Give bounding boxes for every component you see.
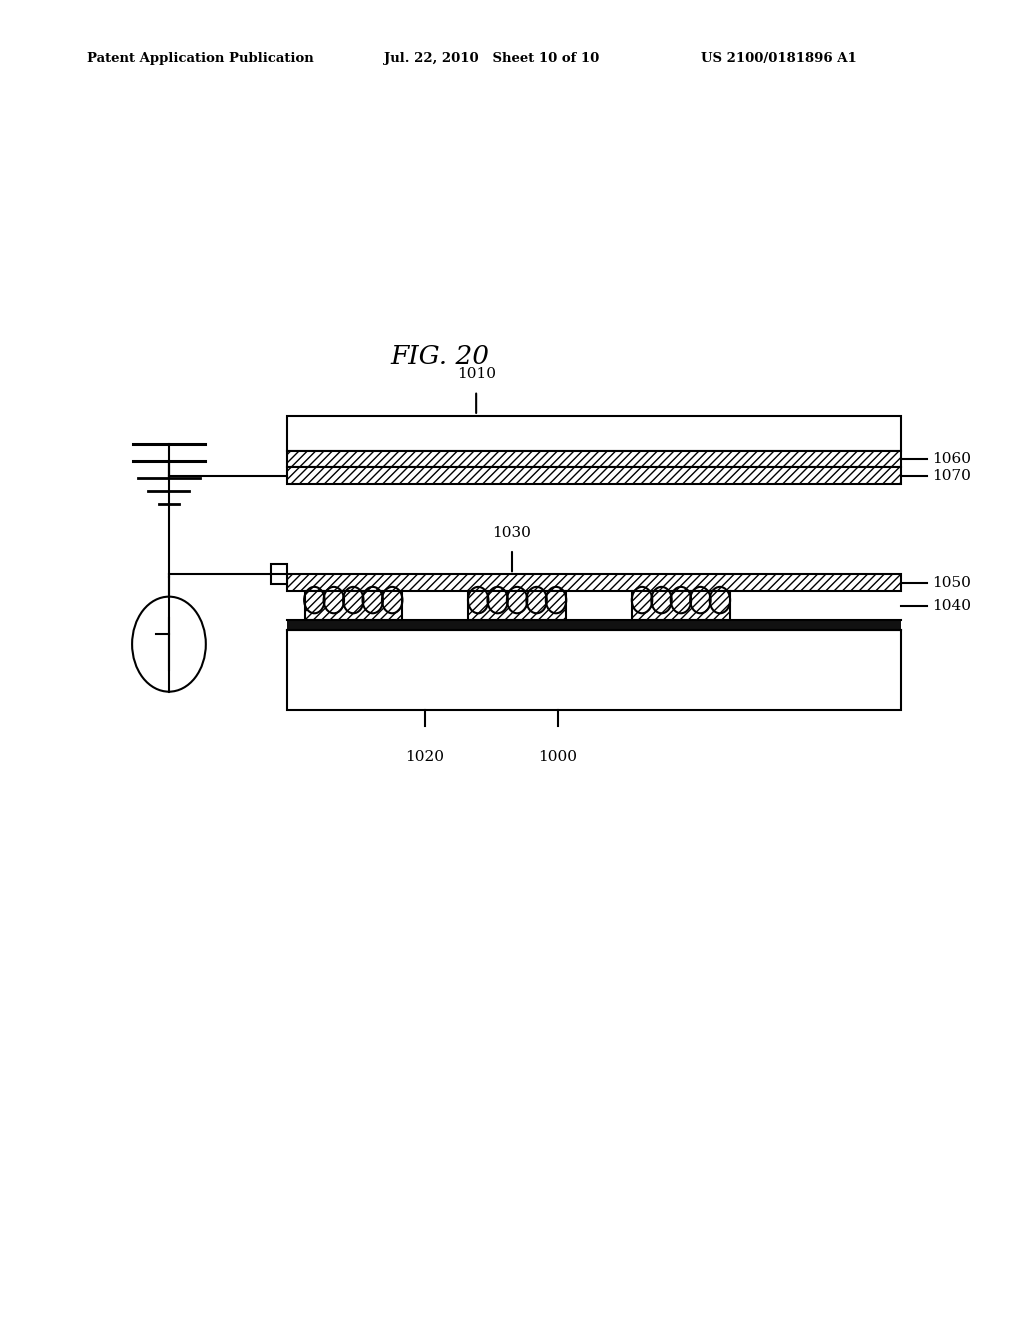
Bar (287, 620, 901, 630)
Bar (469, 591, 565, 620)
Text: 1070: 1070 (932, 469, 971, 483)
Bar (287, 416, 901, 451)
Bar (287, 451, 901, 467)
Text: 1040: 1040 (932, 599, 971, 612)
Text: 1010: 1010 (457, 367, 496, 381)
Text: Patent Application Publication: Patent Application Publication (87, 51, 313, 65)
Bar (271, 565, 287, 583)
Bar (287, 574, 901, 591)
Bar (633, 591, 729, 620)
Text: Jul. 22, 2010   Sheet 10 of 10: Jul. 22, 2010 Sheet 10 of 10 (384, 51, 599, 65)
Bar (305, 591, 401, 620)
Text: 1030: 1030 (493, 525, 531, 540)
Text: 1020: 1020 (406, 750, 444, 764)
Bar (287, 630, 901, 710)
Text: 1000: 1000 (539, 750, 578, 764)
Text: 1050: 1050 (932, 576, 971, 590)
Text: US 2100/0181896 A1: US 2100/0181896 A1 (701, 51, 857, 65)
Text: 1060: 1060 (932, 453, 971, 466)
Text: FIG. 20: FIG. 20 (391, 345, 489, 368)
Bar (287, 467, 901, 484)
